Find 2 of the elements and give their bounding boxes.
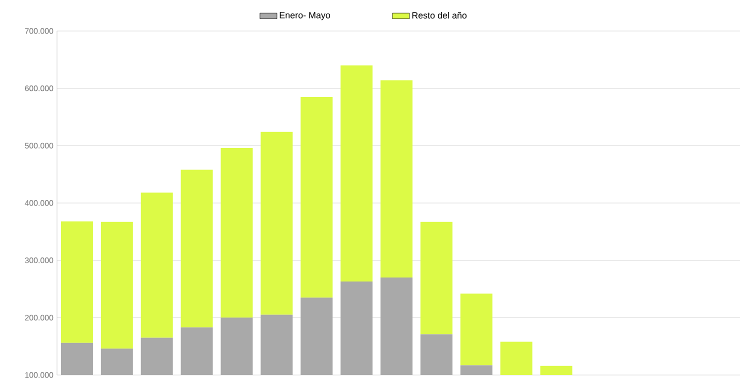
legend-label: Resto del año: [412, 12, 467, 19]
legend-label: Enero- Mayo: [280, 12, 330, 20]
